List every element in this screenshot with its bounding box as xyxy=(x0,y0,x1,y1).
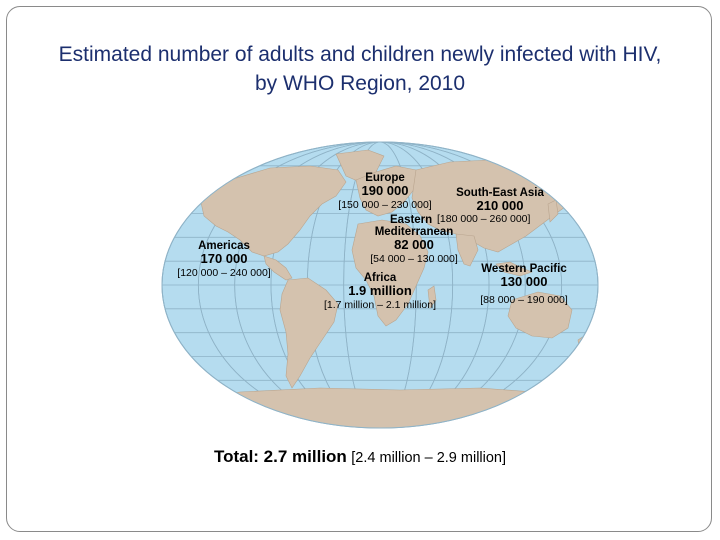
western-pacific-value: 130 000 xyxy=(500,274,548,290)
south-east-asia-range: [180 000 – 260 000] xyxy=(437,213,531,225)
title-line-2: by WHO Region, 2010 xyxy=(254,72,466,95)
land-indonesia xyxy=(495,261,533,277)
eastern-mediterranean-name-1: Eastern xyxy=(390,214,433,226)
africa-value: 1.9 million xyxy=(348,283,412,299)
africa-name: Africa xyxy=(363,272,397,284)
label-europe: Europe 190 000 [150 000 – 230 000] xyxy=(330,172,440,211)
eastern-mediterranean-name-2: Mediterranean xyxy=(374,226,454,239)
europe-value: 190 000 xyxy=(361,183,409,199)
western-pacific-name: Western Pacific xyxy=(481,263,567,275)
world-map xyxy=(161,141,599,429)
americas-value: 170 000 xyxy=(200,251,248,267)
label-eastern-mediterranean: Eastern Mediterranean 82 000 [54 000 – 1… xyxy=(356,214,472,265)
land-africa xyxy=(351,219,429,327)
land-north-america xyxy=(199,165,347,257)
americas-range: [120 000 – 240 000] xyxy=(177,266,271,279)
europe-range: [150 000 – 230 000] xyxy=(338,198,432,211)
label-africa: Africa 1.9 million [1.7 million – 2.1 mi… xyxy=(312,272,448,311)
europe-name: Europe xyxy=(365,172,405,184)
eastern-mediterranean-range: [54 000 – 130 000] xyxy=(370,252,458,265)
south-east-asia-name: South-East Asia xyxy=(456,187,544,199)
land-central-america xyxy=(263,255,293,281)
land-india xyxy=(455,233,479,267)
land-europe xyxy=(355,165,421,217)
label-western-pacific: Western Pacific 130 000 [88 000 – 190 00… xyxy=(468,263,580,306)
label-americas: Americas 170 000 [120 000 – 240 000] xyxy=(168,240,280,279)
western-pacific-range: [88 000 – 190 000] xyxy=(480,293,568,306)
total-range: [2.4 million – 2.9 million] xyxy=(351,450,507,466)
land-antarctica xyxy=(162,387,598,428)
total-summary: Total: 2.7 million [2.4 million – 2.9 mi… xyxy=(0,447,720,467)
americas-name: Americas xyxy=(198,240,250,252)
total-label: Total: 2.7 million xyxy=(213,447,347,466)
africa-range: [1.7 million – 2.1 million] xyxy=(323,298,437,311)
south-east-asia-value: 210 000 xyxy=(476,198,524,214)
land-madagascar xyxy=(427,285,437,309)
land-australia xyxy=(507,291,573,339)
label-south-east-asia: South-East Asia 210 000 xyxy=(440,187,560,213)
eastern-mediterranean-value: 82 000 xyxy=(394,237,434,253)
land-japan xyxy=(547,199,559,223)
title-line-1: Estimated number of adults and children … xyxy=(58,43,662,66)
land-south-america xyxy=(279,277,339,389)
slide-title: Estimated number of adults and children … xyxy=(0,40,720,98)
